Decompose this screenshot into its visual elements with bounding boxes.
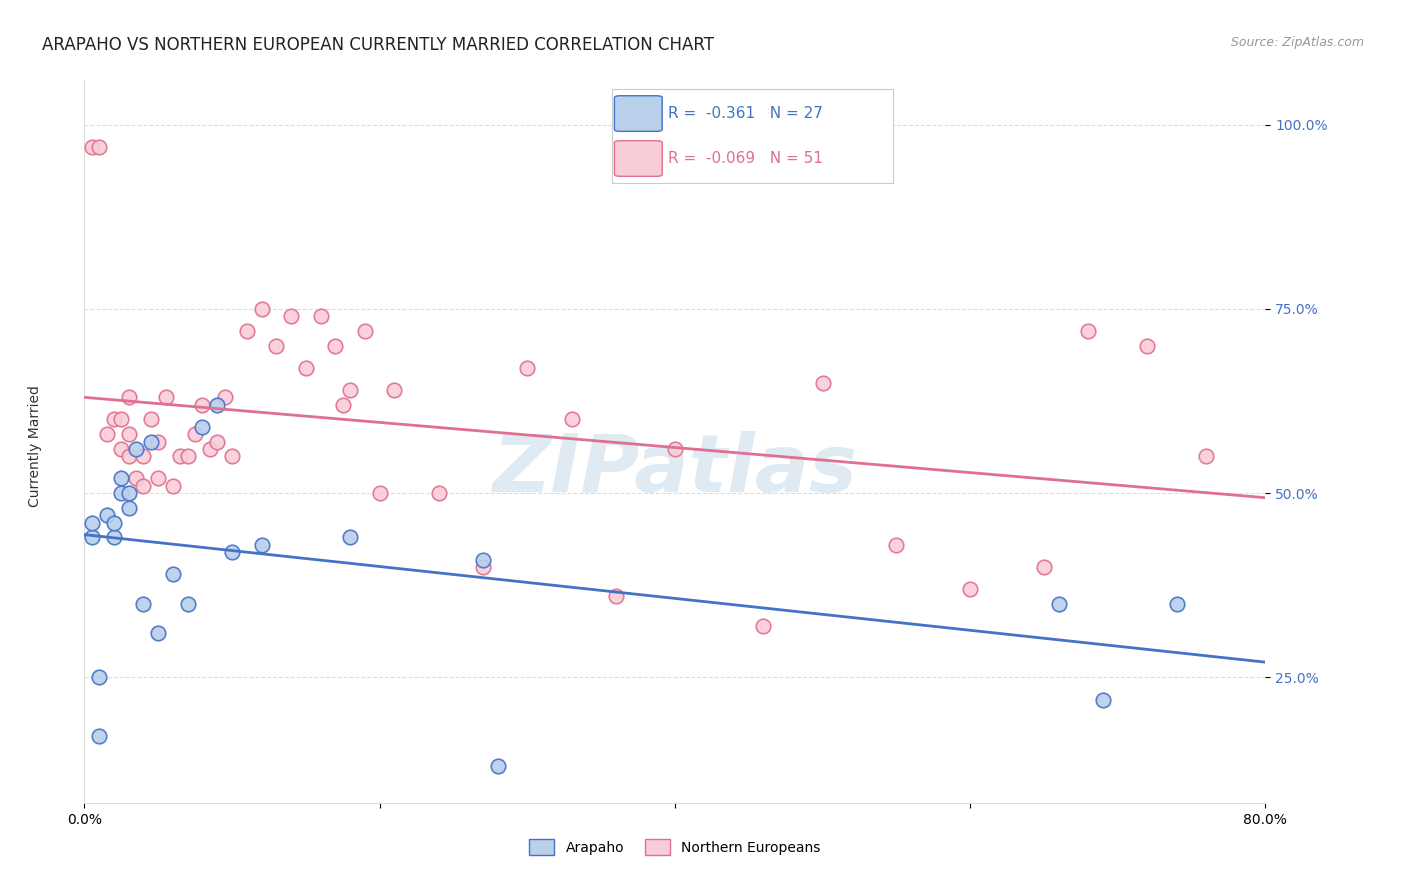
Point (177, 597, 200, 611)
Text: R =  -0.361   N = 27: R = -0.361 N = 27 (668, 106, 823, 121)
Point (207, 434, 229, 449)
Point (110, 486, 132, 500)
Point (132, 450, 155, 464)
Point (148, 626, 170, 640)
Point (118, 500, 141, 515)
Point (103, 516, 125, 530)
Point (266, 339, 288, 353)
Point (561, 412, 583, 426)
Point (605, 590, 627, 604)
Point (96, 427, 118, 442)
Point (221, 545, 243, 559)
Point (87, 670, 111, 684)
Point (1195, 450, 1218, 464)
Point (80, 530, 103, 544)
Text: Currently Married: Currently Married (28, 385, 42, 507)
Point (162, 479, 184, 493)
Point (191, 398, 214, 412)
Point (110, 412, 132, 426)
Point (87, 730, 111, 744)
Point (221, 450, 243, 464)
Point (280, 309, 302, 323)
Point (332, 398, 354, 412)
Point (110, 471, 132, 485)
Point (382, 383, 406, 397)
Point (325, 339, 347, 353)
Point (752, 619, 775, 633)
Point (125, 442, 148, 456)
Point (148, 434, 170, 449)
Point (125, 471, 148, 485)
Point (1047, 597, 1070, 611)
Point (198, 442, 221, 456)
Point (339, 383, 361, 397)
Point (110, 442, 132, 456)
Point (80, 516, 103, 530)
Point (118, 486, 141, 500)
Point (103, 530, 125, 544)
Point (139, 412, 162, 426)
Point (339, 530, 361, 544)
Point (214, 390, 236, 404)
Point (486, 759, 509, 773)
Point (516, 360, 538, 375)
Point (155, 390, 177, 404)
Point (1077, 324, 1099, 338)
Point (139, 434, 162, 449)
Point (886, 538, 908, 552)
Point (1166, 597, 1188, 611)
Text: R =  -0.069   N = 51: R = -0.069 N = 51 (668, 151, 823, 166)
Legend: Arapaho, Northern Europeans: Arapaho, Northern Europeans (524, 834, 825, 861)
Point (207, 398, 229, 412)
Point (472, 560, 495, 574)
Point (87, 139, 111, 153)
Point (118, 450, 141, 464)
Text: ARAPAHO VS NORTHERN EUROPEAN CURRENTLY MARRIED CORRELATION CHART: ARAPAHO VS NORTHERN EUROPEAN CURRENTLY M… (42, 36, 714, 54)
Point (1092, 692, 1115, 706)
Point (169, 450, 191, 464)
Point (1136, 339, 1159, 353)
Point (80, 139, 103, 153)
Point (1033, 560, 1056, 574)
FancyBboxPatch shape (614, 141, 662, 177)
Point (148, 471, 170, 485)
Point (472, 552, 495, 566)
Point (250, 538, 273, 552)
Point (132, 597, 155, 611)
Point (427, 486, 450, 500)
FancyBboxPatch shape (614, 95, 662, 131)
Point (96, 508, 118, 523)
Text: ZIPatlas: ZIPatlas (492, 432, 858, 509)
Point (162, 567, 184, 582)
Text: Source: ZipAtlas.com: Source: ZipAtlas.com (1230, 36, 1364, 49)
Point (236, 324, 259, 338)
Point (177, 450, 200, 464)
Point (103, 412, 125, 426)
Point (354, 324, 377, 338)
Point (368, 486, 391, 500)
Point (664, 442, 686, 456)
Point (184, 427, 207, 442)
Point (132, 479, 155, 493)
Point (959, 582, 981, 596)
Point (250, 301, 273, 316)
Point (191, 419, 214, 434)
Point (309, 309, 332, 323)
Point (295, 360, 318, 375)
Point (811, 376, 834, 390)
Point (118, 390, 141, 404)
Point (118, 427, 141, 442)
